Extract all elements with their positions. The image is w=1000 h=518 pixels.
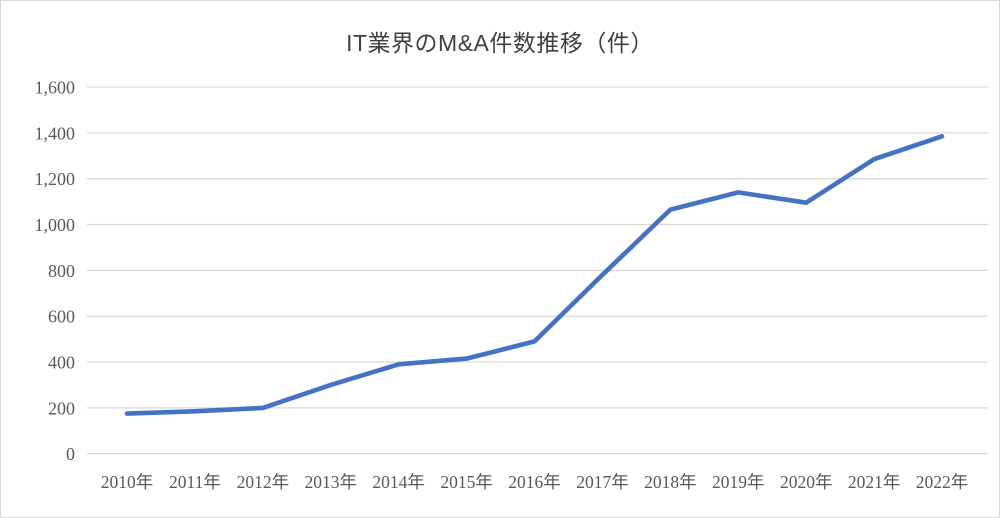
x-tick-label: 2015年 (440, 472, 493, 492)
x-tick-label: 2022年 (916, 472, 969, 492)
y-tick-label: 400 (48, 353, 75, 373)
y-tick-label: 1,400 (35, 123, 76, 143)
x-tick-label: 2016年 (508, 472, 561, 492)
x-tick-label: 2010年 (101, 472, 154, 492)
x-tick-label: 2021年 (848, 472, 901, 492)
data-series-line (124, 134, 945, 416)
chart-title: IT業界のM&A件数推移（件） (346, 30, 654, 56)
x-tick-label: 2018年 (644, 472, 697, 492)
x-tick-label: 2013年 (305, 472, 358, 492)
x-tick-label: 2019年 (712, 472, 765, 492)
y-tick-label: 200 (48, 398, 75, 418)
x-tick-label: 2012年 (237, 472, 290, 492)
y-tick-label: 800 (48, 261, 75, 281)
y-tick-label: 600 (48, 307, 75, 327)
y-tick-label: 1,600 (35, 78, 76, 98)
x-tick-label: 2011年 (169, 472, 221, 492)
x-tick-label: 2017年 (576, 472, 629, 492)
y-tick-label: 1,200 (35, 169, 76, 189)
x-tick-label: 2020年 (780, 472, 833, 492)
y-tick-label: 0 (66, 444, 75, 464)
y-tick-label: 1,000 (35, 215, 76, 235)
x-tick-label: 2014年 (372, 472, 425, 492)
